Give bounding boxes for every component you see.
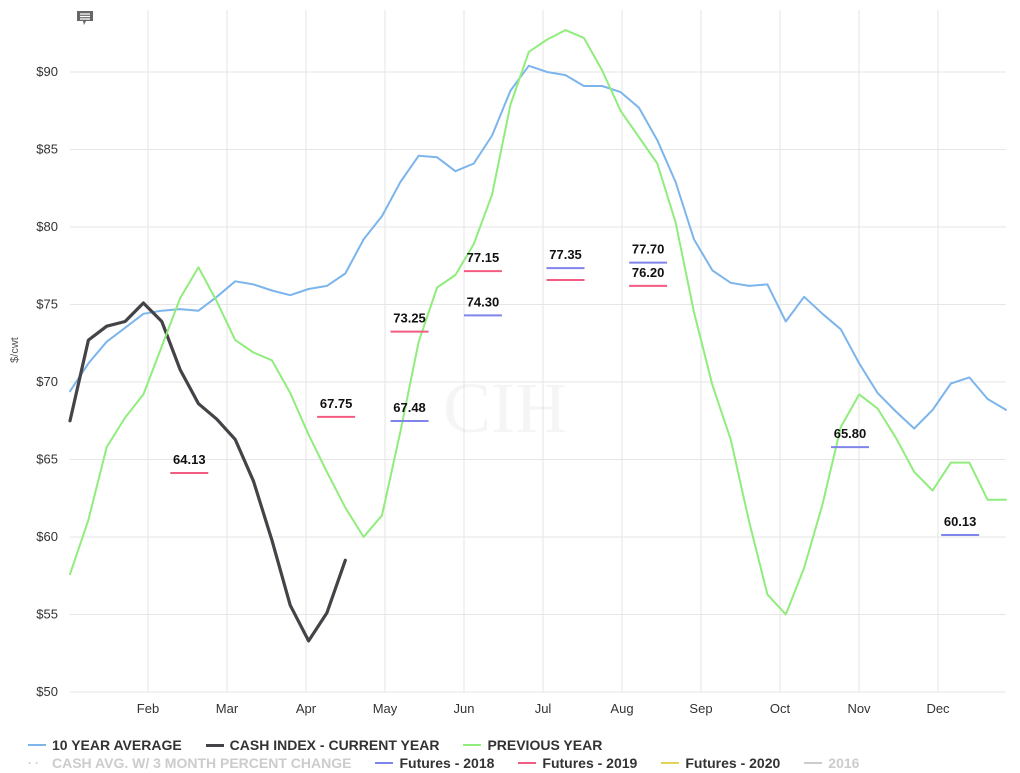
legend-label: Futures - 2020	[685, 755, 781, 771]
y-tick-label: $70	[36, 374, 58, 389]
x-tick-label: Sep	[689, 701, 712, 716]
futures-label: 64.13	[173, 452, 206, 467]
y-tick-label: $55	[36, 607, 58, 622]
chat-bubble-icon[interactable]	[76, 10, 94, 26]
x-tick-label: Oct	[770, 701, 791, 716]
legend-item-2016[interactable]: 2016	[804, 755, 859, 771]
x-axis: Feb Mar Apr May Jun Jul Aug Sep Oct Nov Dec	[137, 701, 950, 716]
legend-swatch	[28, 744, 46, 746]
legend-label: Futures - 2018	[399, 755, 495, 771]
y-tick-label: $60	[36, 529, 58, 544]
legend-swatch	[375, 762, 394, 764]
watermark: CIH	[443, 368, 567, 448]
legend-swatch	[463, 744, 482, 746]
legend-label: PREVIOUS YEAR	[487, 737, 603, 753]
y-tick-label: $85	[36, 142, 58, 157]
futures-label: 60.13	[944, 514, 977, 529]
y-tick-label: $75	[36, 297, 58, 312]
futures-label: 77.70	[632, 242, 665, 257]
legend-row-1: 10 YEAR AVERAGE CASH INDEX - CURRENT YEA…	[28, 737, 626, 753]
legend-item-futures-2018[interactable]: Futures - 2018	[375, 755, 494, 771]
legend-label: CASH AVG. W/ 3 MONTH PERCENT CHANGE	[52, 755, 352, 771]
futures-label: 77.35	[549, 247, 582, 262]
futures-label: 65.80	[834, 426, 867, 441]
x-tick-label: Nov	[847, 701, 871, 716]
y-axis: $50 $55 $60 $65 $70 $75 $80 $85 $90	[36, 64, 58, 699]
x-tick-label: Mar	[216, 701, 239, 716]
x-tick-label: May	[373, 701, 398, 716]
legend-row-2: ·· CASH AVG. W/ 3 MONTH PERCENT CHANGE F…	[28, 755, 883, 771]
x-tick-label: Jul	[535, 701, 552, 716]
legend-item-previous-year[interactable]: PREVIOUS YEAR	[463, 737, 602, 753]
y-tick-label: $65	[36, 452, 58, 467]
legend-dots: ··	[28, 756, 42, 770]
series-line-0	[69, 64, 1007, 430]
legend-label: Futures - 2019	[542, 755, 638, 771]
futures-label: 74.30	[467, 294, 500, 309]
legend-swatch	[804, 762, 823, 764]
legend-label: 10 YEAR AVERAGE	[52, 737, 182, 753]
grid-lines	[70, 10, 1006, 693]
futures-label: 67.75	[320, 396, 353, 411]
futures-label: 73.25	[393, 311, 426, 326]
futures-markers: 67.48 74.30 77.35 77.70 65.80 60.13 64.13 67.75…	[170, 242, 980, 536]
legend-item-cash-index[interactable]: CASH INDEX - CURRENT YEAR	[205, 737, 440, 753]
legend-item-10-year-average[interactable]: 10 YEAR AVERAGE	[28, 737, 182, 753]
legend-swatch	[205, 743, 224, 747]
legend-item-futures-2020[interactable]: Futures - 2020	[661, 755, 780, 771]
legend-swatch	[518, 762, 537, 764]
futures-label: 77.15	[467, 250, 500, 265]
legend-item-cash-avg[interactable]: ·· CASH AVG. W/ 3 MONTH PERCENT CHANGE	[28, 755, 351, 771]
x-tick-label: Dec	[926, 701, 950, 716]
y-tick-label: $80	[36, 219, 58, 234]
legend-label: 2016	[828, 755, 860, 771]
legend-swatch	[661, 762, 680, 764]
x-tick-label: Aug	[610, 701, 633, 716]
series-lines	[68, 29, 1007, 643]
y-tick-label: $50	[36, 684, 58, 699]
series-line-2	[69, 29, 1007, 616]
legend-label: CASH INDEX - CURRENT YEAR	[229, 737, 440, 753]
legend-item-futures-2019[interactable]: Futures - 2019	[518, 755, 637, 771]
x-tick-label: Jun	[454, 701, 475, 716]
line-chart: $50 $55 $60 $65 $70 $75 $80 $85 $90 Feb Mar Apr May…	[9, 10, 1007, 716]
futures-label: 76.20	[632, 265, 665, 280]
x-tick-label: Apr	[296, 701, 317, 716]
series-line-1	[68, 301, 347, 643]
y-axis-title: $/cwt	[9, 337, 21, 363]
y-tick-label: $90	[36, 64, 58, 79]
x-tick-label: Feb	[137, 701, 159, 716]
futures-label: 67.48	[393, 400, 426, 415]
